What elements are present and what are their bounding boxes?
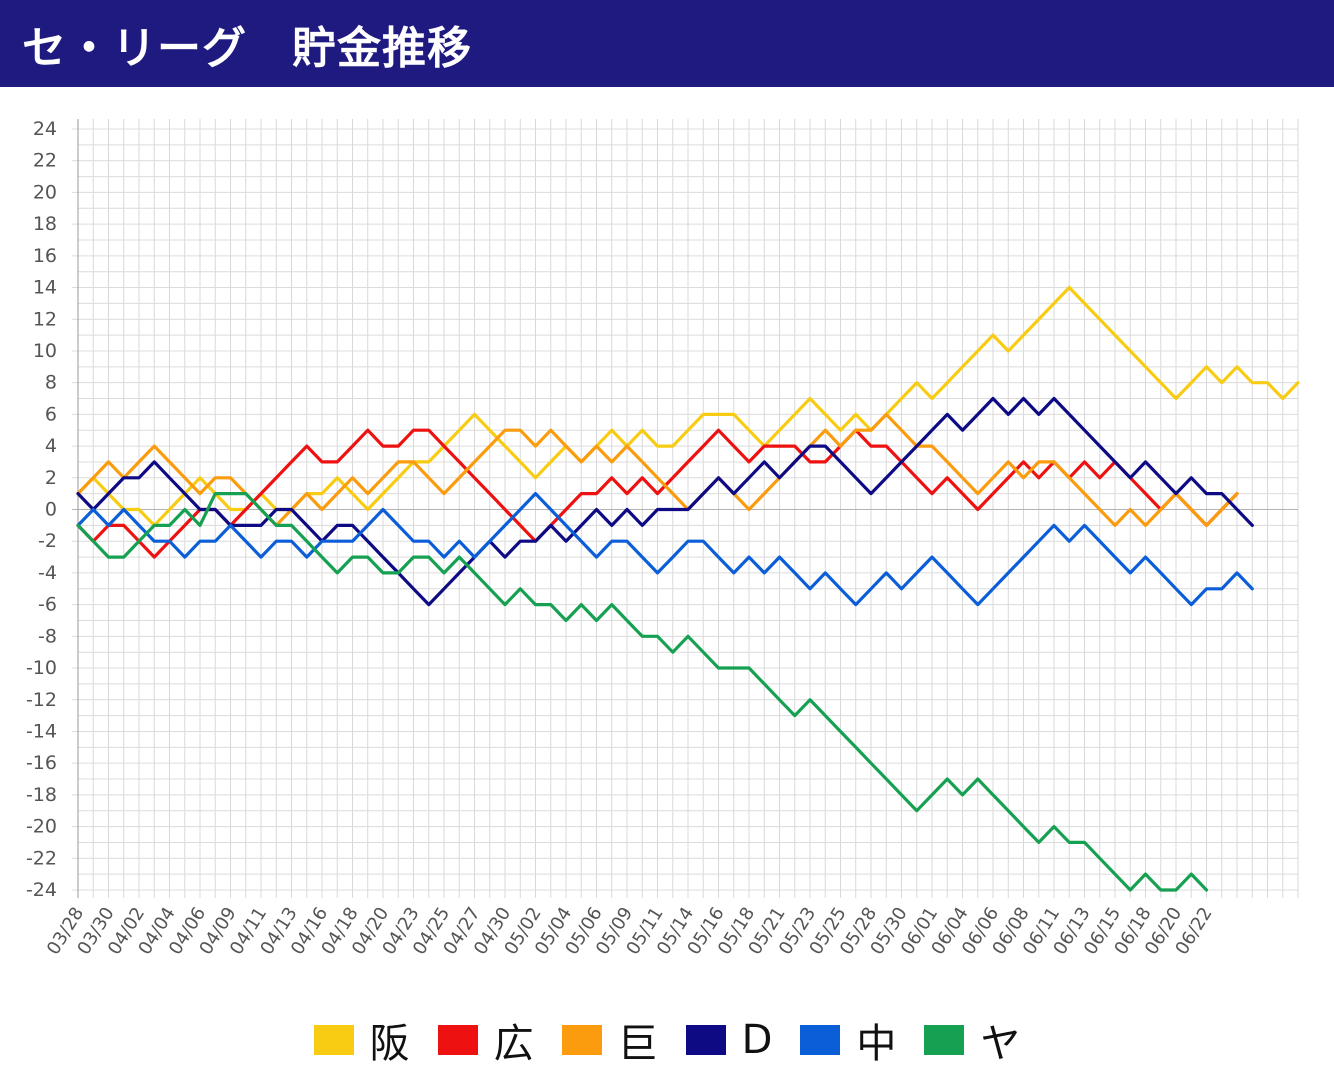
legend-item: D bbox=[685, 1017, 773, 1063]
y-tick-label: -14 bbox=[26, 720, 57, 742]
y-tick-label: -4 bbox=[38, 562, 57, 584]
legend-swatch bbox=[437, 1025, 478, 1055]
y-tick-label: 6 bbox=[45, 403, 57, 425]
y-tick-label: -2 bbox=[38, 530, 57, 552]
y-tick-label: 20 bbox=[33, 181, 57, 203]
y-tick-label: -22 bbox=[26, 847, 57, 869]
legend-label: 広 bbox=[493, 1021, 534, 1067]
y-tick-label: 12 bbox=[33, 308, 57, 330]
y-tick-label: -10 bbox=[26, 657, 57, 679]
legend-label: 巨 bbox=[617, 1021, 658, 1067]
y-tick-label: -8 bbox=[38, 625, 57, 647]
y-tick-label: -16 bbox=[26, 752, 57, 774]
legend-label: ヤ bbox=[980, 1021, 1021, 1067]
legend-swatch bbox=[800, 1025, 841, 1055]
y-tick-label: -6 bbox=[38, 594, 57, 616]
legend-swatch bbox=[561, 1025, 602, 1055]
legend-label: 中 bbox=[856, 1021, 897, 1067]
y-tick-label: -20 bbox=[26, 816, 57, 838]
legend-item: 巨 bbox=[561, 1011, 658, 1069]
legend-swatch bbox=[685, 1025, 726, 1055]
series-line bbox=[76, 492, 1209, 892]
legend-label: D bbox=[741, 1017, 773, 1063]
series-line bbox=[76, 492, 1254, 607]
y-tick-label: 10 bbox=[33, 340, 57, 362]
y-tick-label: 14 bbox=[33, 277, 57, 299]
y-tick-label: -24 bbox=[26, 879, 57, 901]
legend-item: ヤ bbox=[924, 1011, 1020, 1069]
y-tick-label: 0 bbox=[45, 499, 57, 521]
y-tick-label: 22 bbox=[33, 150, 57, 172]
y-tick-label: 2 bbox=[45, 467, 57, 489]
y-tick-label: 16 bbox=[33, 245, 57, 267]
y-tick-label: 18 bbox=[33, 213, 57, 235]
chart-header: セ・リーグ 貯金推移 bbox=[0, 0, 1334, 87]
series-line bbox=[76, 428, 1239, 559]
legend-item: 阪 bbox=[313, 1011, 410, 1069]
legend-label: 阪 bbox=[369, 1021, 410, 1067]
line-chart: 242220181614121086420-2-4-6-8-10-12-14-1… bbox=[26, 118, 1300, 959]
chart-title: セ・リーグ 貯金推移 bbox=[22, 23, 472, 74]
y-tick-label: 24 bbox=[33, 118, 57, 140]
legend-item: 広 bbox=[437, 1011, 534, 1069]
y-tick-label: -12 bbox=[26, 689, 57, 711]
y-tick-label: 4 bbox=[45, 435, 57, 457]
legend-item: 中 bbox=[800, 1011, 896, 1069]
legend-swatch bbox=[924, 1025, 965, 1055]
y-tick-label: -18 bbox=[26, 784, 57, 806]
legend-swatch bbox=[313, 1025, 354, 1055]
series-line bbox=[76, 396, 1254, 607]
y-tick-label: 8 bbox=[45, 372, 57, 394]
